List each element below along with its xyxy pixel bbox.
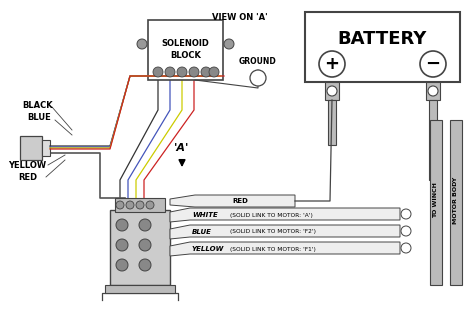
Circle shape — [327, 86, 337, 96]
Bar — [20, 136, 42, 160]
Bar — [110, 210, 170, 285]
Bar — [328, 100, 336, 145]
Text: TO WINCH: TO WINCH — [434, 182, 438, 218]
Circle shape — [250, 70, 266, 86]
Circle shape — [401, 243, 411, 253]
Bar — [325, 82, 339, 100]
Circle shape — [153, 67, 163, 77]
Bar — [429, 100, 437, 180]
Circle shape — [177, 67, 187, 77]
Circle shape — [116, 239, 128, 251]
Circle shape — [224, 39, 234, 49]
Circle shape — [201, 67, 211, 77]
Circle shape — [209, 67, 219, 77]
Text: BLOCK: BLOCK — [170, 51, 201, 59]
Bar — [148, 20, 223, 80]
Circle shape — [189, 67, 199, 77]
Bar — [105, 285, 175, 293]
Text: (SOLID LINK TO MOTOR: 'F2'): (SOLID LINK TO MOTOR: 'F2') — [230, 230, 316, 235]
Circle shape — [319, 51, 345, 77]
Polygon shape — [170, 225, 400, 239]
Circle shape — [136, 201, 144, 209]
Text: RED: RED — [18, 172, 37, 181]
Text: YELLOW: YELLOW — [192, 246, 224, 252]
Circle shape — [137, 39, 147, 49]
Circle shape — [116, 259, 128, 271]
Text: BATTERY: BATTERY — [338, 30, 427, 48]
Text: RED: RED — [232, 198, 248, 204]
Circle shape — [116, 219, 128, 231]
Text: (SOLID LINK TO MOTOR: 'A'): (SOLID LINK TO MOTOR: 'A') — [230, 213, 313, 218]
Circle shape — [401, 226, 411, 236]
Polygon shape — [170, 208, 400, 222]
Circle shape — [165, 67, 175, 77]
Polygon shape — [170, 195, 295, 207]
Circle shape — [139, 239, 151, 251]
Text: −: − — [426, 55, 440, 73]
Circle shape — [139, 259, 151, 271]
Circle shape — [116, 201, 124, 209]
Bar — [305, 12, 460, 82]
Text: (SOLID LINK TO MOTOR: 'F1'): (SOLID LINK TO MOTOR: 'F1') — [230, 246, 316, 252]
Text: BLUE: BLUE — [192, 229, 212, 235]
Circle shape — [420, 51, 446, 77]
Circle shape — [428, 86, 438, 96]
Text: MOTOR BODY: MOTOR BODY — [454, 176, 458, 224]
Circle shape — [146, 201, 154, 209]
Bar — [450, 120, 462, 285]
Text: +: + — [325, 55, 339, 73]
Text: YELLOW: YELLOW — [8, 160, 46, 170]
Text: BLACK: BLACK — [22, 100, 53, 110]
Bar — [426, 82, 440, 100]
Polygon shape — [170, 242, 400, 256]
Text: WHITE: WHITE — [192, 212, 218, 218]
Circle shape — [126, 201, 134, 209]
Bar — [42, 140, 50, 156]
Text: VIEW ON 'A': VIEW ON 'A' — [212, 14, 268, 23]
Bar — [430, 120, 442, 285]
Circle shape — [139, 219, 151, 231]
Text: BLUE: BLUE — [27, 113, 51, 122]
Bar — [115, 198, 165, 212]
Circle shape — [401, 209, 411, 219]
Text: 'A': 'A' — [174, 143, 190, 153]
Text: GROUND: GROUND — [239, 57, 277, 67]
Text: SOLENOID: SOLENOID — [162, 39, 210, 47]
